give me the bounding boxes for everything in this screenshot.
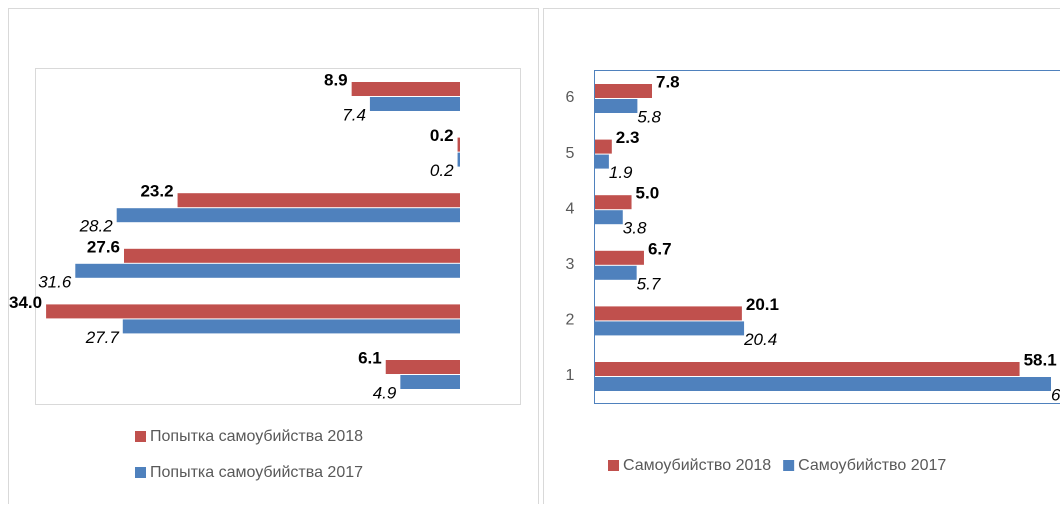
- data-label: 6.1: [358, 348, 382, 367]
- bar: [595, 84, 652, 98]
- y-tick-label: 4: [566, 200, 575, 217]
- data-label: 5.8: [637, 107, 661, 126]
- y-tick-label: 6: [566, 89, 575, 106]
- legend-swatch: [608, 460, 619, 471]
- bar: [595, 377, 1051, 391]
- data-label: 31.6: [38, 272, 72, 291]
- data-label: 1.9: [609, 163, 633, 182]
- data-label: 3.8: [623, 219, 647, 238]
- bar: [370, 97, 460, 111]
- data-label: 6.7: [648, 239, 672, 258]
- bar: [595, 251, 644, 265]
- data-label: 27.7: [85, 328, 120, 347]
- bar: [117, 208, 460, 222]
- data-label: 2.3: [616, 128, 640, 147]
- data-label: 62.4: [1051, 385, 1060, 404]
- data-label: 7.4: [342, 105, 366, 124]
- bar: [178, 193, 460, 207]
- bar: [46, 304, 460, 318]
- bar: [595, 210, 623, 224]
- legend-label: Самоубийство 2017: [798, 457, 946, 474]
- bar: [458, 138, 460, 152]
- data-label: 34.0: [9, 293, 42, 312]
- bar: [595, 195, 632, 209]
- bar: [595, 155, 609, 169]
- bar: [458, 153, 460, 167]
- bar: [595, 99, 637, 113]
- data-label: 28.2: [79, 217, 114, 236]
- legend-label: Попытка самоубийства 2017: [150, 464, 363, 481]
- bar: [595, 266, 637, 280]
- bar: [352, 82, 460, 96]
- bar: [595, 140, 612, 154]
- data-label: 23.2: [140, 182, 173, 201]
- bar: [595, 362, 1020, 376]
- bar: [400, 375, 460, 389]
- bar: [595, 321, 744, 335]
- y-tick-label: 2: [566, 312, 575, 329]
- bar: [124, 249, 460, 263]
- y-tick-label: 5: [566, 145, 575, 162]
- legend-swatch: [783, 460, 794, 471]
- data-label: 8.9: [324, 70, 348, 89]
- legend-label: Попытка самоубийства 2018: [150, 428, 363, 445]
- data-label: 5.0: [636, 184, 660, 203]
- y-tick-label: 3: [566, 256, 575, 273]
- legend-swatch: [135, 467, 146, 478]
- data-label: 20.1: [746, 295, 779, 314]
- data-label: 5.7: [637, 274, 661, 293]
- data-label: 27.6: [87, 237, 120, 256]
- bar: [75, 264, 460, 278]
- y-tick-label: 1: [566, 367, 575, 384]
- data-label: 0.2: [430, 126, 454, 145]
- legend-swatch: [135, 431, 146, 442]
- legend-label: Самоубийство 2018: [623, 457, 771, 474]
- data-label: 7.8: [656, 72, 680, 91]
- bar: [595, 306, 742, 320]
- bar: [123, 319, 460, 333]
- data-label: 4.9: [373, 383, 397, 402]
- data-label: 58.1: [1024, 350, 1057, 369]
- data-label: 0.2: [430, 161, 454, 180]
- data-label: 20.4: [743, 330, 777, 349]
- bar: [386, 360, 460, 374]
